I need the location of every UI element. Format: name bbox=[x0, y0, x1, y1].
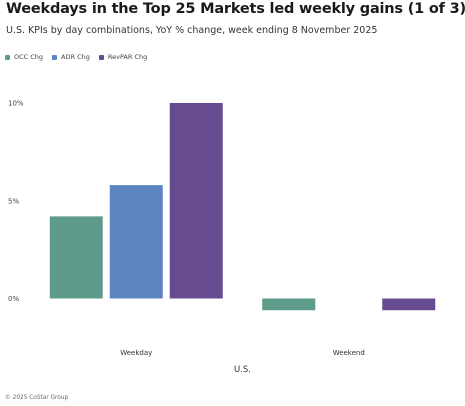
bar-occ-chg-weekend bbox=[262, 298, 316, 311]
legend-item-occ-chg: OCC Chg bbox=[5, 53, 43, 61]
x-category-label: Weekday bbox=[120, 349, 152, 357]
legend-swatch bbox=[52, 54, 58, 60]
y-tick-label: 10% bbox=[8, 100, 24, 108]
copyright-footer: © 2025 CoStar Group bbox=[5, 395, 69, 401]
y-tick-label: 0% bbox=[8, 295, 19, 303]
legend-label: OCC Chg bbox=[14, 53, 44, 61]
x-category-label: Weekend bbox=[333, 349, 365, 357]
bar-revpar-chg-weekend bbox=[382, 298, 436, 311]
legend-label: RevPAR Chg bbox=[107, 53, 148, 61]
legend-swatch bbox=[5, 54, 10, 60]
legend-swatch bbox=[98, 54, 104, 60]
chart-title: Weekdays in the Top 25 Markets led weekl… bbox=[6, 1, 465, 17]
bar-revpar-chg-weekday bbox=[169, 103, 223, 299]
bar-adr-chg-weekday bbox=[109, 185, 163, 299]
chart-legend: OCC Chg ADR Chg RevPAR Chg bbox=[5, 53, 147, 61]
legend-item-revpar-chg: RevPAR Chg bbox=[98, 53, 148, 61]
x-axis-label: U.S. bbox=[234, 365, 251, 375]
legend-item-adr-chg: ADR Chg bbox=[52, 53, 90, 61]
y-tick-label: 5% bbox=[8, 197, 19, 205]
legend-label: ADR Chg bbox=[61, 53, 90, 61]
chart-subtitle: U.S. KPIs by day combinations, YoY % cha… bbox=[6, 25, 378, 36]
bar-occ-chg-weekday bbox=[49, 216, 103, 299]
